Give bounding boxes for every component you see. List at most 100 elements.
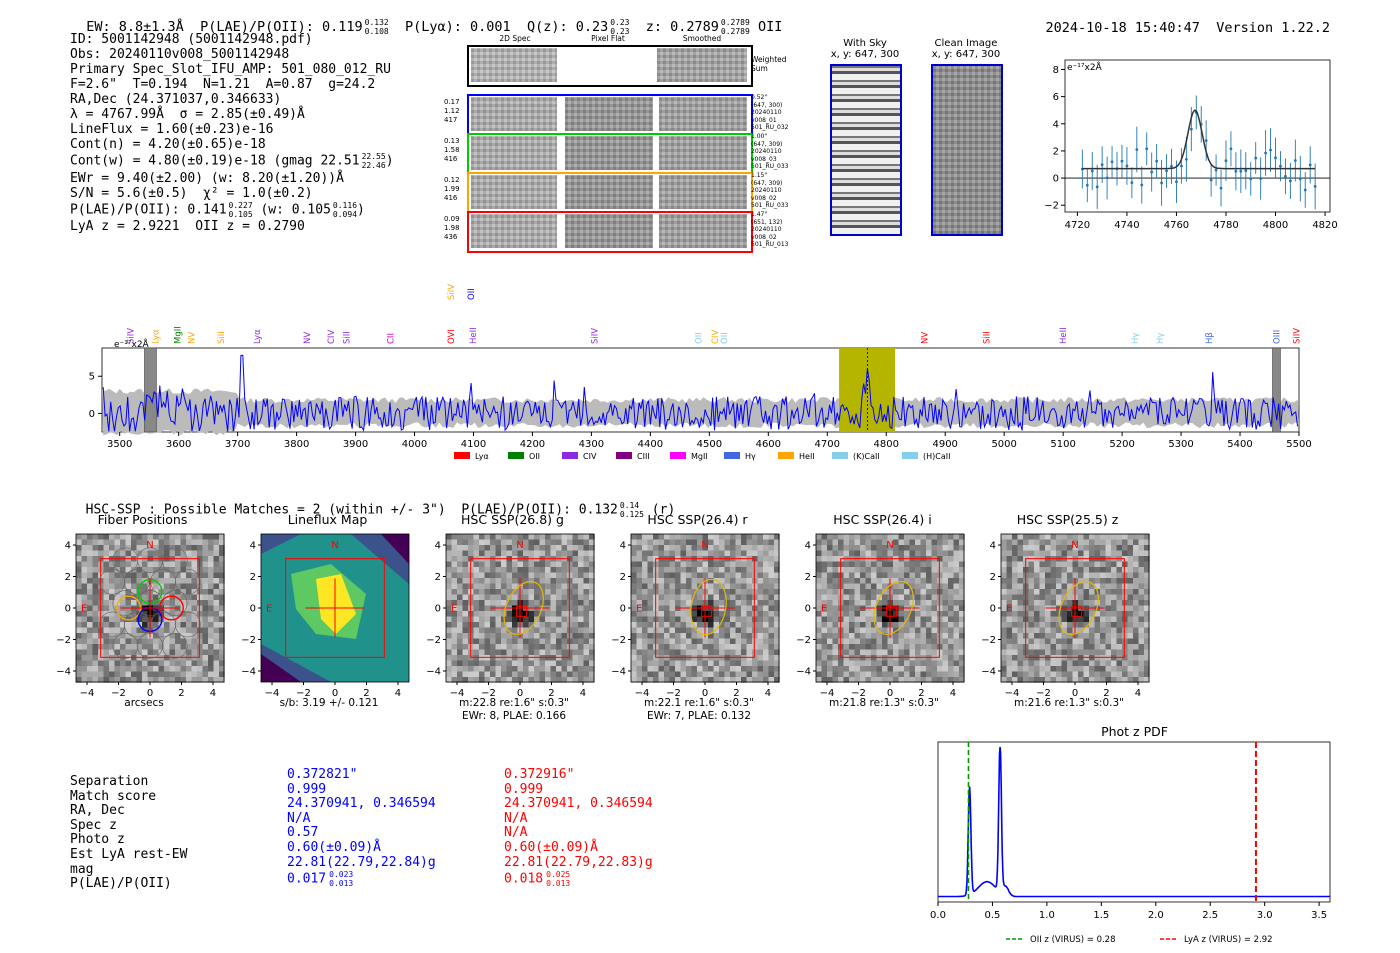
cutout-pixel xyxy=(854,616,861,623)
cutout-pixel xyxy=(545,600,551,606)
cutout-pixel xyxy=(1127,660,1134,667)
cutout-pixel xyxy=(1078,677,1084,683)
cutout-pixel xyxy=(153,644,159,650)
cutout-pixel xyxy=(202,600,209,606)
cutout-pixel xyxy=(827,633,833,639)
cutout-pixel xyxy=(931,671,938,678)
panel-y-tick-label: 2 xyxy=(65,572,71,583)
full-x-tick-label: 4600 xyxy=(756,439,781,450)
cutout-pixel xyxy=(664,627,670,634)
cutout-pixel xyxy=(512,572,518,579)
cutout-pixel xyxy=(915,644,921,650)
match-table-col1: 0.372821" 0.999 24.370941, 0.346594 N/A 0.57… xyxy=(287,767,436,888)
cutout-pixel xyxy=(816,539,822,546)
cutout-pixel xyxy=(208,627,214,634)
cutout-pixel xyxy=(843,638,850,645)
cutout-pixel xyxy=(1078,567,1084,573)
cutout-pixel xyxy=(1100,572,1106,579)
cutout-pixel xyxy=(1116,649,1123,656)
cutout-pixel xyxy=(1039,611,1046,617)
cutout-pixel xyxy=(468,660,474,667)
cutout-pixel xyxy=(495,600,502,606)
cutout-pixel xyxy=(457,583,463,590)
panel-x-tick-label: −2 xyxy=(851,688,866,699)
cutout-pixel xyxy=(197,572,203,579)
cutout-pixel xyxy=(937,671,943,678)
detection-info: ID: 5001142948 (5001142948.pdf) Obs: 202… xyxy=(70,32,394,234)
cutout-pixel xyxy=(1111,561,1117,568)
cutout-pixel xyxy=(1056,649,1062,656)
cutout-pixel xyxy=(1100,649,1106,656)
cutout-pixel xyxy=(539,627,546,634)
cutout-pixel xyxy=(1105,666,1112,672)
cutout-pixel xyxy=(545,567,551,573)
cutout-pixel xyxy=(898,644,905,650)
cutout-pixel xyxy=(81,633,88,639)
cutout-pixel xyxy=(827,550,833,557)
cutout-pixel xyxy=(719,561,725,568)
cutout-pixel xyxy=(131,583,137,590)
cutout-pixel xyxy=(202,534,209,540)
cutout-pixel xyxy=(926,660,932,667)
cutout-pixel xyxy=(1012,594,1018,601)
panel-y-tick-label: 0 xyxy=(65,604,71,615)
cutout-pixel xyxy=(495,534,502,540)
cutout-pixel xyxy=(76,545,82,551)
panel-x-tick-label: 0 xyxy=(702,688,708,699)
spec2d-weighted-smoothed xyxy=(657,48,747,82)
cutout-pixel xyxy=(697,633,703,639)
cutout-pixel xyxy=(556,655,562,661)
cutout-pixel xyxy=(816,633,822,639)
cutout-pixel xyxy=(1034,616,1040,623)
cutout-pixel xyxy=(1045,671,1051,678)
cutout-pixel xyxy=(1001,534,1007,540)
cutout-pixel xyxy=(473,589,480,595)
cutout-pixel xyxy=(1006,600,1013,606)
cutout-pixel xyxy=(702,655,709,661)
cutout-pixel xyxy=(473,660,480,667)
cutout-pixel xyxy=(1100,622,1106,628)
cutout-pixel xyxy=(735,561,742,568)
cutout-pixel xyxy=(545,550,551,557)
cutout-pixel xyxy=(763,677,769,683)
cutout-pixel xyxy=(567,567,573,573)
spec2d-fiber-stats: 0.12 1.99 416 xyxy=(444,176,466,203)
cutout-pixel xyxy=(213,611,220,617)
cutout-pixel xyxy=(208,600,214,606)
cutout-pixel xyxy=(479,605,485,612)
cutout-pixel xyxy=(1034,572,1040,579)
cutout-pixel xyxy=(708,567,714,573)
cutout-pixel xyxy=(827,600,833,606)
cutout-pixel xyxy=(708,589,714,595)
cutout-pixel xyxy=(506,572,513,579)
cutout-pixel xyxy=(180,671,187,678)
cutout-pixel xyxy=(572,600,579,606)
spec2d-meta-value: 501_RU_013 xyxy=(751,241,789,249)
cutout-pixel xyxy=(501,644,507,650)
cutout-pixel xyxy=(741,600,747,606)
cutout-pixel xyxy=(860,638,866,645)
match-table-value-text: 0.017 xyxy=(287,871,327,887)
fiber-circle xyxy=(112,547,139,574)
cutout-pixel xyxy=(1111,644,1117,650)
cutout-pixel xyxy=(175,627,181,634)
cutout-pixel xyxy=(1001,567,1007,573)
cutout-pixel xyxy=(948,644,954,650)
cutout-pixel xyxy=(664,611,670,617)
cutout-pixel xyxy=(76,644,82,650)
cutout-pixel xyxy=(164,677,170,683)
cutout-pixel xyxy=(517,567,524,573)
cutout-pixel xyxy=(457,633,463,639)
cutout-pixel xyxy=(114,545,121,551)
cutout-pixel xyxy=(909,534,916,540)
cutout-pixel xyxy=(561,605,568,612)
cutout-pixel xyxy=(904,611,910,617)
cutout-pixel xyxy=(827,644,833,650)
cutout-pixel xyxy=(1083,627,1090,634)
cutout-pixel xyxy=(915,677,921,683)
cutout-pixel xyxy=(1133,556,1139,562)
cutout-pixel xyxy=(1105,594,1112,601)
cutout-pixel xyxy=(202,578,209,584)
